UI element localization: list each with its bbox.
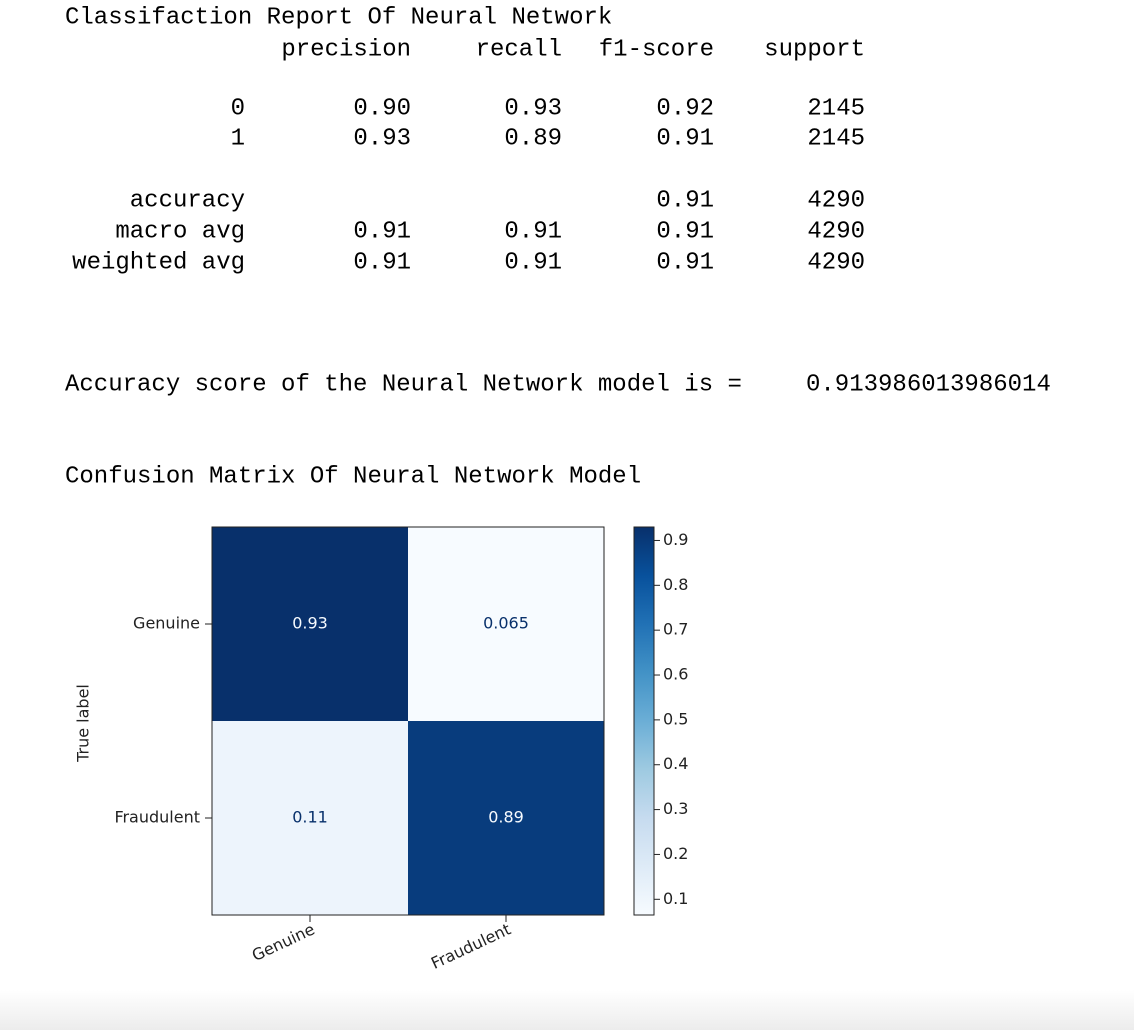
report-row-label: weighted avg (72, 249, 245, 276)
heatmap-cell (212, 721, 408, 915)
report-cell: 2145 (807, 95, 865, 122)
y-axis-label: True label (74, 684, 93, 763)
heatmap-cell (408, 527, 604, 721)
heatmap-cell (408, 721, 604, 915)
cell-label: 0.065 (483, 614, 529, 633)
report-cell: 0.92 (656, 95, 714, 122)
report-cell: 0.89 (504, 125, 562, 152)
report-cell: 0.91 (656, 218, 714, 245)
report-row-label: macro avg (115, 218, 245, 245)
chart-title: Confusion Matrix Of Neural Network Model (65, 463, 641, 490)
cell-label: 0.93 (292, 614, 328, 633)
report-cell: 0.91 (656, 125, 714, 152)
report-cell: 0.90 (353, 95, 411, 122)
x-tick-label: Fraudulent (428, 919, 514, 972)
colorbar-tick-label: 0.1 (663, 889, 688, 908)
colorbar-tick-label: 0.2 (663, 844, 688, 863)
y-tick-label: Fraudulent (114, 808, 200, 827)
accuracy-value: 0.913986013986014 (806, 371, 1051, 398)
colorbar-tick-label: 0.5 (663, 709, 688, 728)
report-cell: 0.91 (353, 218, 411, 245)
report-cell: 0.91 (656, 249, 714, 276)
report-cell: 0.93 (353, 125, 411, 152)
report-title: Classifaction Report Of Neural Network (65, 4, 612, 31)
colorbar-tick-label: 0.7 (663, 620, 688, 639)
colorbar-tick-label: 0.4 (663, 754, 688, 773)
report-cell: 4290 (807, 218, 865, 245)
colorbar (633, 526, 655, 916)
report-cell: 0.91 (656, 187, 714, 214)
cell-label: 0.89 (488, 808, 524, 827)
report-cell: 0.93 (504, 95, 562, 122)
report-cell: 0.91 (353, 249, 411, 276)
colorbar-tick-label: 0.6 (663, 665, 688, 684)
colorbar-tick-label: 0.3 (663, 799, 688, 818)
report-cell: 4290 (807, 249, 865, 276)
report-header: support (764, 36, 865, 63)
y-tick-label: Genuine (133, 614, 200, 633)
cell-label: 0.11 (292, 808, 328, 827)
colorbar-tick-label: 0.8 (663, 575, 688, 594)
report-cell: 4290 (807, 187, 865, 214)
accuracy-label: Accuracy score of the Neural Network mod… (65, 371, 742, 398)
heatmap-cell (212, 527, 408, 721)
report-cell: 2145 (807, 125, 865, 152)
colorbar-tick-label: 0.9 (663, 530, 688, 549)
report-header: f1-score (599, 36, 714, 63)
report-row-label: 0 (231, 95, 245, 122)
report-header: precision (281, 36, 411, 63)
report-cell: 0.91 (504, 218, 562, 245)
report-cell: 0.91 (504, 249, 562, 276)
scroll-fade (0, 990, 1134, 1030)
report-row-label: accuracy (130, 187, 245, 214)
x-tick-label: Genuine (249, 919, 318, 965)
heatmap-frame (211, 526, 605, 916)
report-header: recall (476, 36, 562, 63)
report-row-label: 1 (231, 125, 245, 152)
